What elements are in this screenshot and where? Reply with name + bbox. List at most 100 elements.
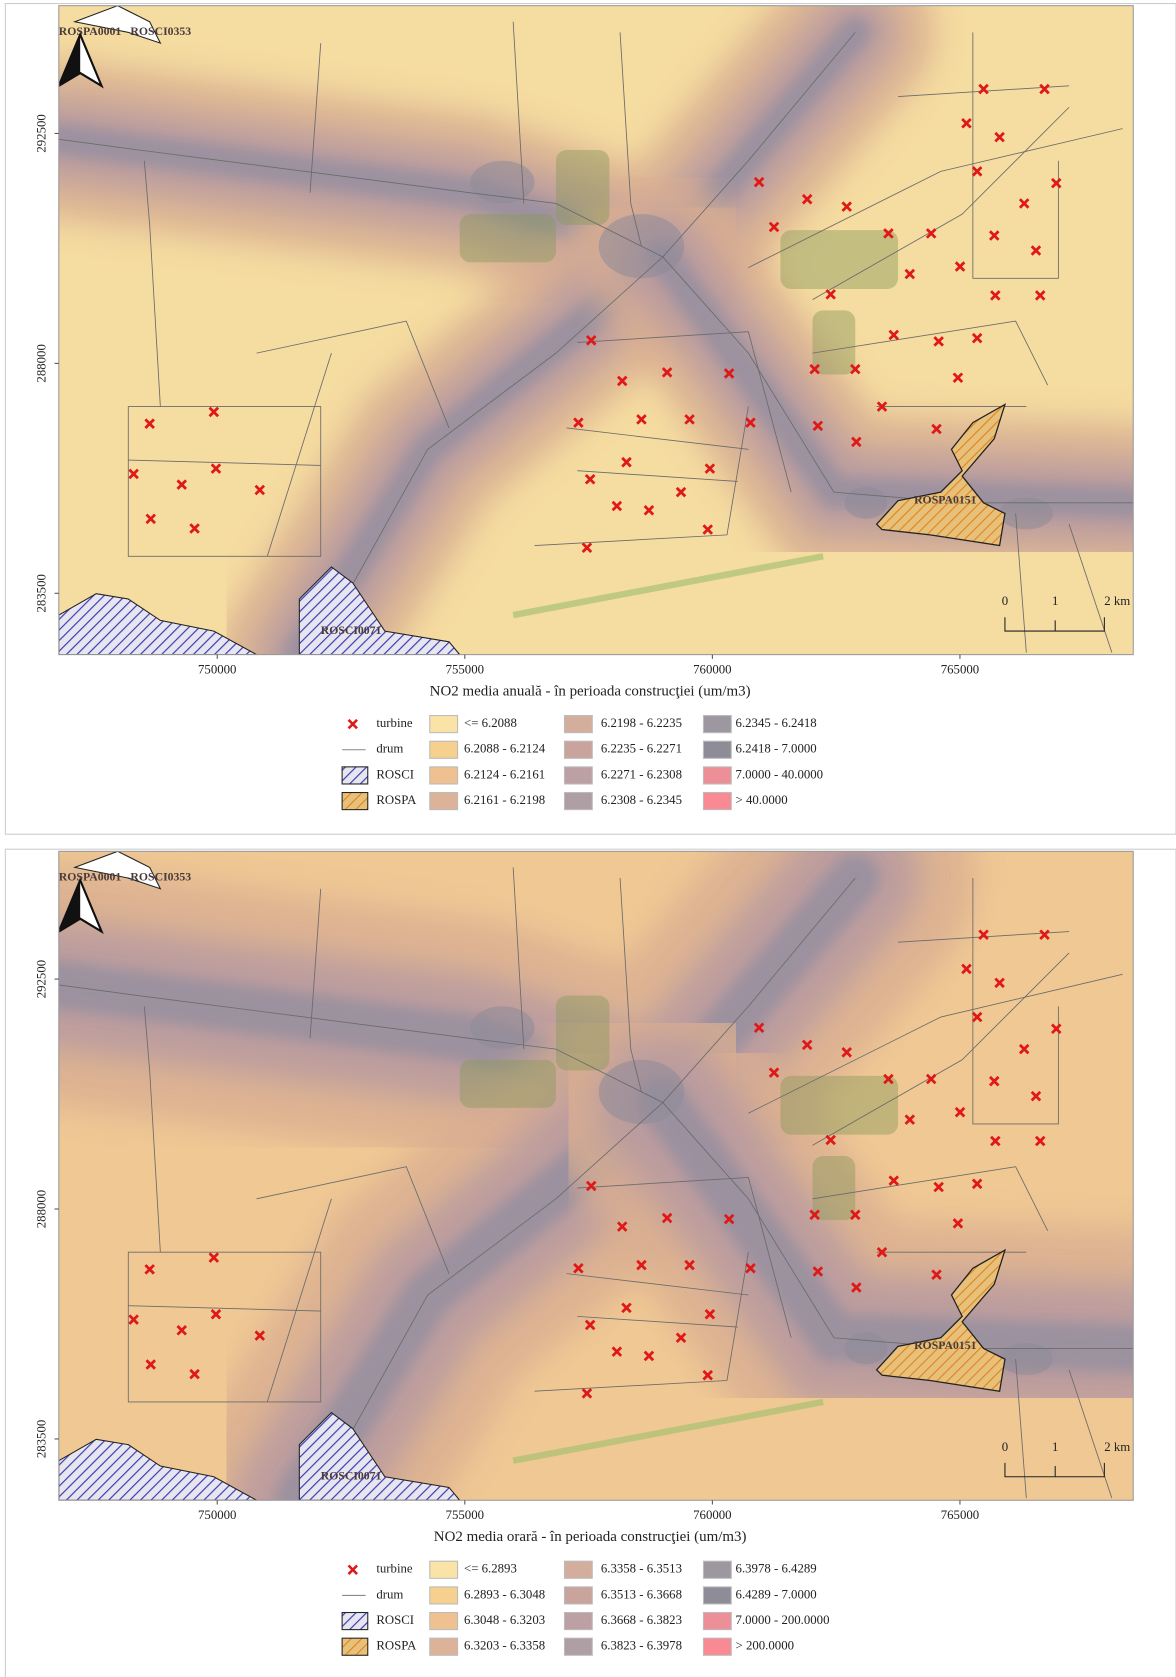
- legend-swatch: [703, 767, 731, 784]
- legend-label: 6.2198 - 6.2235: [601, 716, 682, 730]
- x-tick-label: 760000: [693, 1508, 731, 1522]
- map-label: ROSCI0071: [321, 624, 382, 637]
- scale-label: 1: [1052, 594, 1058, 608]
- settlement: [845, 1332, 888, 1364]
- y-tick-label: 283500: [35, 574, 49, 612]
- chart-title: NO2 media anuală - în perioada construcţ…: [430, 683, 751, 699]
- legend-label: drum: [376, 1587, 403, 1601]
- legend-swatch: [430, 793, 458, 810]
- legend-label: 6.2893 - 6.3048: [464, 1587, 545, 1601]
- map-label: ROSPA0001: [59, 871, 122, 884]
- legend-label: drum: [376, 742, 403, 756]
- legend-swatch: [430, 741, 458, 758]
- scale-label: 2 km: [1104, 594, 1130, 608]
- legend-swatch: [564, 741, 592, 758]
- legend-swatch: [564, 1638, 592, 1655]
- legend-swatch: [564, 1587, 592, 1604]
- green-area: [460, 1060, 556, 1108]
- map-label: ROSPA0151: [914, 1339, 977, 1352]
- legend-label: 6.4289 - 7.0000: [736, 1587, 817, 1601]
- legend-swatch: [703, 716, 731, 733]
- y-tick-label: 283500: [35, 1420, 49, 1458]
- legend-swatch: [430, 1587, 458, 1604]
- figure: ROSPA0001 ROSCI0353 ROSPA0151 ROSCI0071 0 1 2 …: [0, 0, 1176, 1677]
- legend-label: 7.0000 - 40.0000: [736, 767, 824, 781]
- legend-label: 6.3048 - 6.3203: [464, 1613, 545, 1627]
- x-tick-label: 750000: [198, 1508, 236, 1522]
- y-tick-label: 292500: [35, 114, 49, 152]
- legend-swatch: [430, 1561, 458, 1578]
- legend-swatch: [564, 767, 592, 784]
- legend-swatch: [564, 1561, 592, 1578]
- legend-swatch: [564, 793, 592, 810]
- legend-swatch: [430, 716, 458, 733]
- x-tick-label: 750000: [198, 663, 236, 677]
- legend-label: 6.2088 - 6.2124: [464, 742, 546, 756]
- legend-label: ROSCI: [376, 767, 414, 781]
- legend-label: 6.2161 - 6.2198: [464, 793, 545, 807]
- map-label: ROSCI0071: [321, 1469, 382, 1482]
- legend-label: 6.3203 - 6.3358: [464, 1639, 545, 1653]
- map-label: ROSPA0001: [59, 25, 122, 38]
- map-label: ROSPA0151: [914, 493, 977, 506]
- legend-symbol: [342, 1638, 368, 1655]
- x-tick-label: 755000: [446, 663, 484, 677]
- x-tick-label: 765000: [941, 663, 979, 677]
- green-area: [556, 996, 609, 1071]
- legend-swatch: [430, 767, 458, 784]
- green-area: [460, 214, 556, 262]
- green-area: [780, 230, 898, 289]
- legend-swatch: [703, 1613, 731, 1630]
- settlement: [1000, 1343, 1053, 1375]
- legend-symbol: [342, 767, 368, 784]
- green-area: [556, 150, 609, 225]
- y-tick-label: 288000: [35, 1190, 49, 1228]
- scale-label: 1: [1052, 1440, 1058, 1454]
- legend-label: 6.3668 - 6.3823: [601, 1613, 682, 1627]
- y-tick-label: 292500: [35, 960, 49, 998]
- legend-label: 6.2418 - 7.0000: [736, 742, 817, 756]
- legend-label: 6.3513 - 6.3668: [601, 1587, 682, 1601]
- legend-label: 6.2345 - 6.2418: [736, 716, 817, 730]
- settlement: [1000, 497, 1053, 529]
- x-tick-label: 765000: [941, 1508, 979, 1522]
- legend-label: turbine: [376, 716, 413, 730]
- legend-swatch: [703, 741, 731, 758]
- legend-swatch: [430, 1613, 458, 1630]
- legend-swatch: [703, 793, 731, 810]
- legend-label: ROSCI: [376, 1613, 414, 1627]
- legend-symbol: [342, 793, 368, 810]
- legend-swatch: [703, 1587, 731, 1604]
- legend-swatch: [703, 1561, 731, 1578]
- legend-label: 6.2235 - 6.2271: [601, 742, 682, 756]
- legend-label: > 40.0000: [736, 793, 788, 807]
- map: ROSPA0001 ROSCI0353 ROSPA0151 ROSCI0071 0 1 2 …: [59, 6, 1133, 655]
- legend-swatch: [430, 1638, 458, 1655]
- legend-label: > 200.0000: [736, 1639, 794, 1653]
- green-area: [780, 1076, 898, 1135]
- scale-label: 0: [1002, 594, 1008, 608]
- panel: ROSPA0001 ROSCI0353 ROSPA0151 ROSCI0071 0 1 2 …: [5, 4, 1176, 835]
- legend-label: turbine: [376, 1562, 413, 1576]
- legend-symbol: [342, 1613, 368, 1630]
- y-tick-label: 288000: [35, 344, 49, 382]
- legend-label: 6.2308 - 6.2345: [601, 793, 682, 807]
- legend-label: 6.2271 - 6.2308: [601, 767, 682, 781]
- legend-label: <= 6.2088: [464, 716, 517, 730]
- legend-swatch: [564, 1613, 592, 1630]
- scale-label: 0: [1002, 1440, 1008, 1454]
- x-tick-label: 755000: [446, 1508, 484, 1522]
- legend-swatch: [703, 1638, 731, 1655]
- legend-label: ROSPA: [376, 1639, 417, 1653]
- settlement: [845, 487, 888, 519]
- legend-label: 6.3823 - 6.3978: [601, 1639, 682, 1653]
- legend-label: 7.0000 - 200.0000: [736, 1613, 830, 1627]
- legend-label: 6.3978 - 6.4289: [736, 1562, 817, 1576]
- legend-label: <= 6.2893: [464, 1562, 517, 1576]
- legend-swatch: [564, 716, 592, 733]
- map-label: ROSCI0353: [130, 25, 191, 38]
- x-tick-label: 760000: [693, 663, 731, 677]
- legend-label: ROSPA: [376, 793, 417, 807]
- legend-label: 6.3358 - 6.3513: [601, 1562, 682, 1576]
